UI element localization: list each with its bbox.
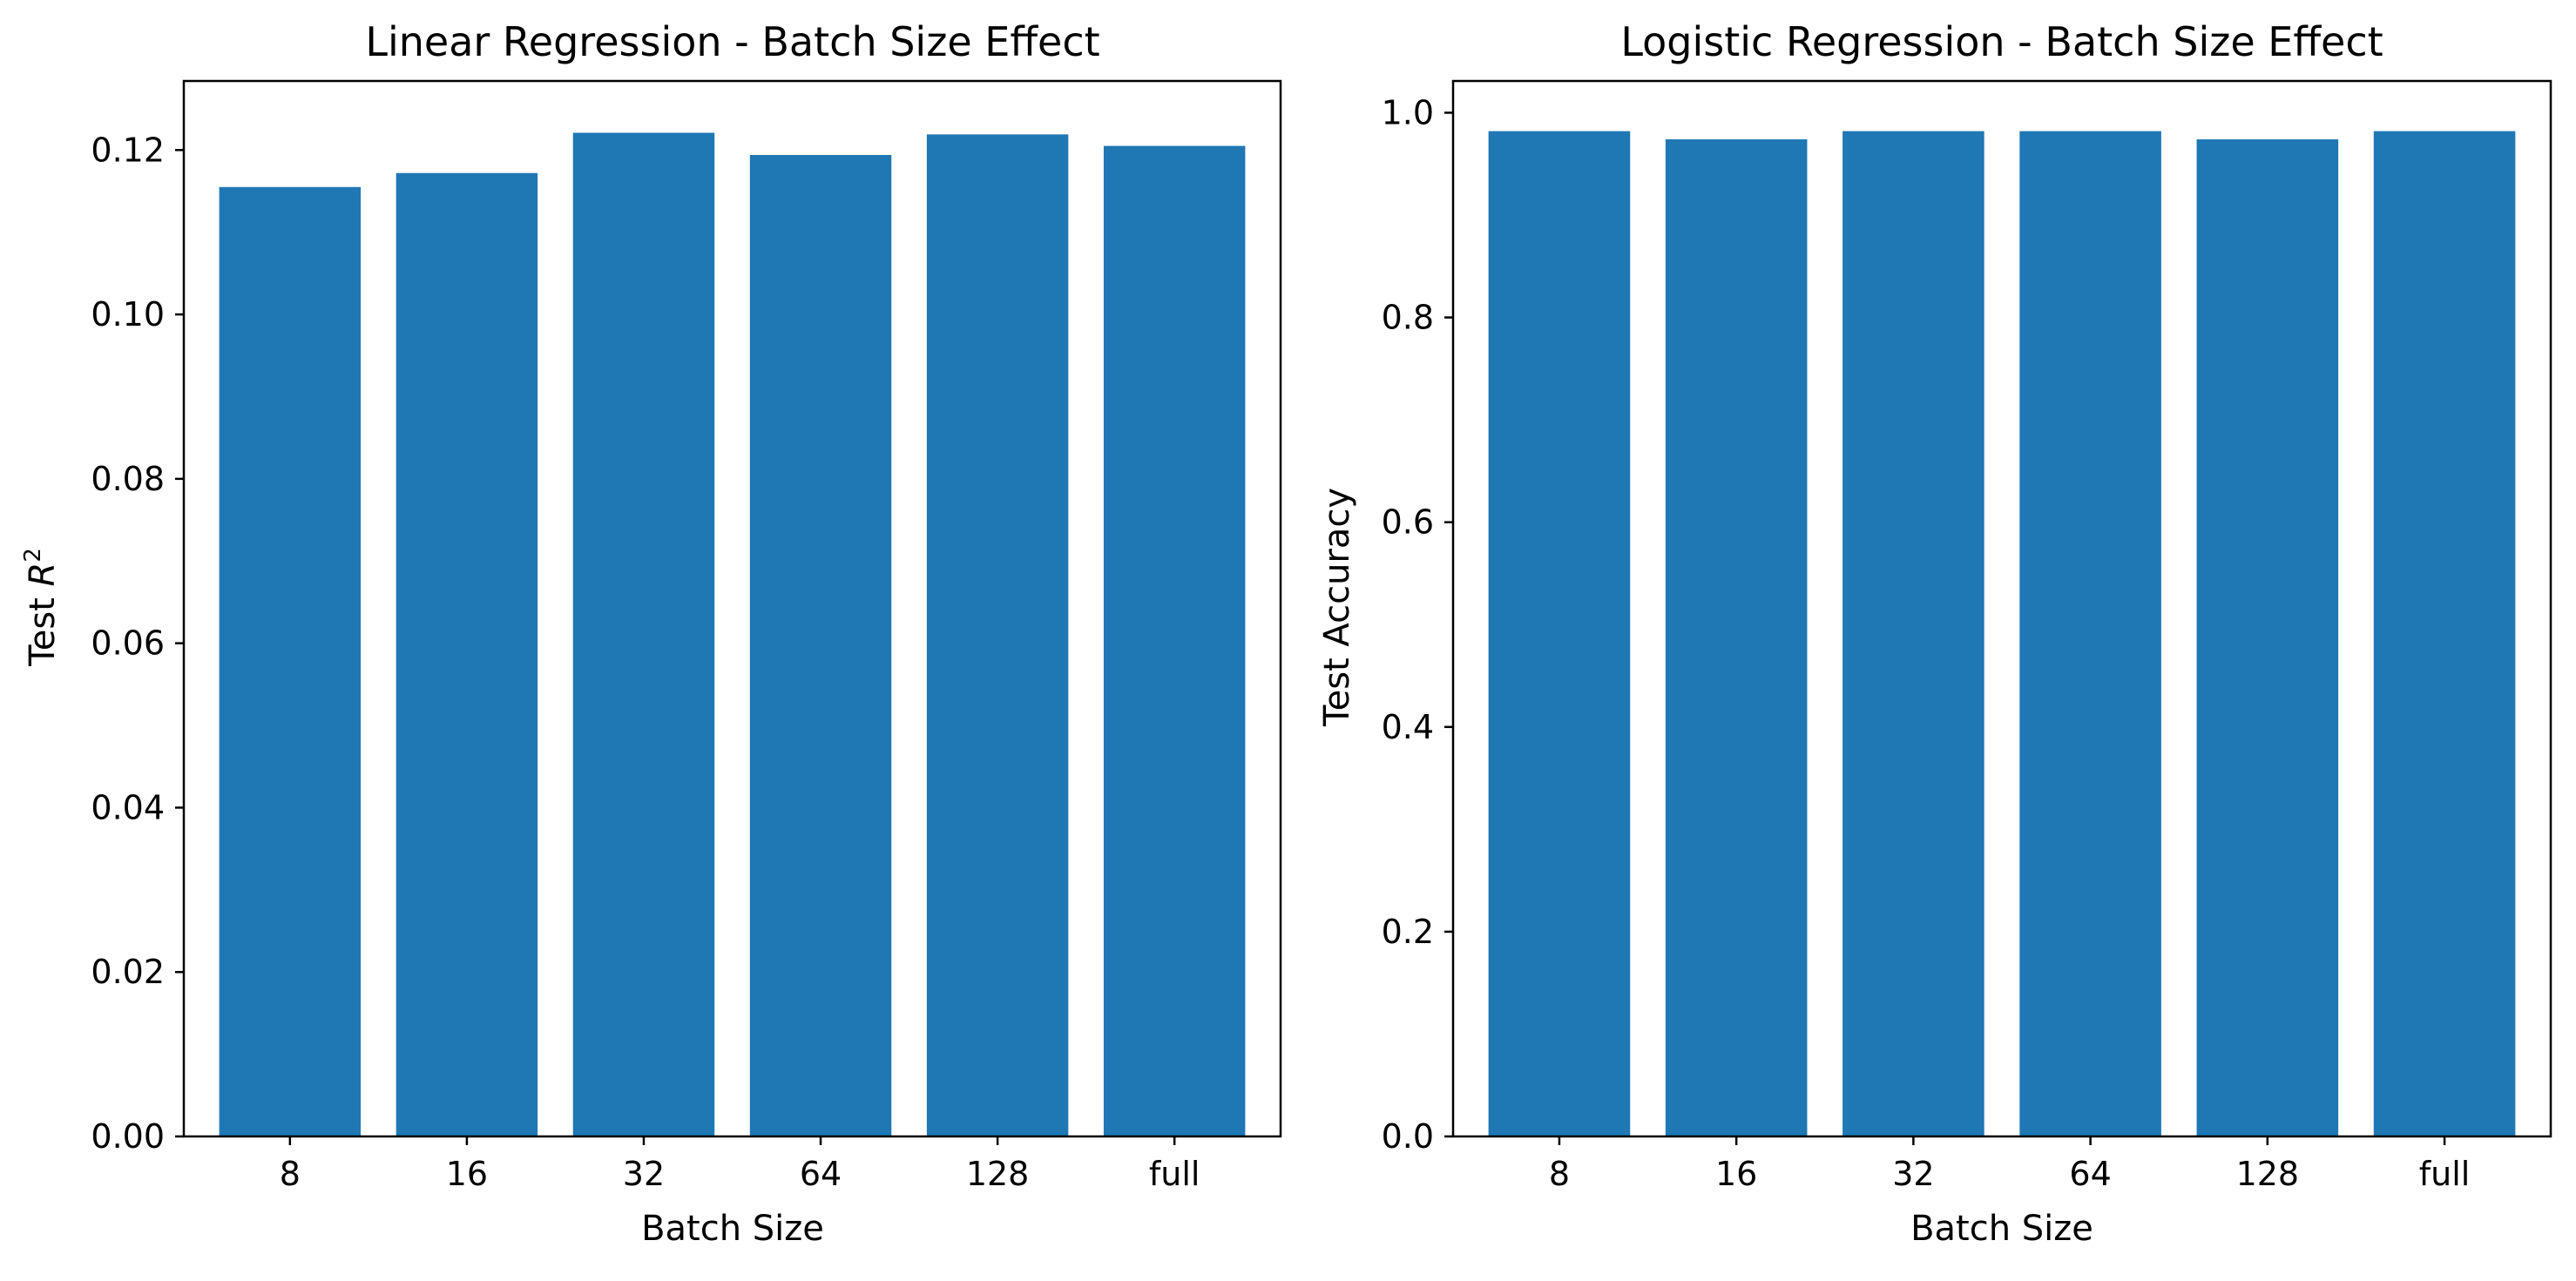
bar-128: [2196, 139, 2339, 1136]
chart-title: Logistic Regression - Batch Size Effect: [1620, 18, 2383, 65]
bar-32: [572, 132, 715, 1136]
y-tick-label: 0.6: [1382, 503, 1434, 542]
x-tick-label: 8: [1549, 1155, 1570, 1193]
y-tick-label: 0.04: [91, 788, 165, 826]
bar-64: [2019, 131, 2161, 1137]
x-tick-label: 16: [1715, 1155, 1757, 1193]
y-tick-label: 0.8: [1382, 299, 1434, 337]
logistic-regression-chart: Logistic Regression - Batch Size Effect …: [1317, 18, 2552, 1249]
x-axis-ticks: 8 16 32 64 128 full: [280, 1136, 1200, 1193]
y-axis-ticks: 0.0 0.2 0.4 0.6 0.8 1.0: [1382, 93, 1453, 1156]
x-tick-label: 128: [966, 1155, 1030, 1193]
y-tick-label: 0.06: [91, 624, 165, 663]
y-axis-label: Test Accuracy: [1317, 488, 1357, 727]
bar-full: [1103, 145, 1246, 1137]
chart-title: Linear Regression - Batch Size Effect: [365, 18, 1099, 65]
bar-group: [1488, 131, 2516, 1137]
y-tick-label: 1.0: [1382, 93, 1434, 131]
y-axis-label-variable: R: [23, 563, 63, 587]
x-tick-label: full: [2419, 1155, 2471, 1193]
x-tick-label: full: [1149, 1155, 1200, 1193]
linear-regression-chart: Linear Regression - Batch Size Effect 8 1…: [20, 18, 1282, 1249]
bar-32: [1842, 131, 1984, 1137]
x-tick-label: 64: [2069, 1155, 2111, 1193]
x-tick-label: 64: [800, 1155, 842, 1193]
x-axis-ticks: 8 16 32 64 128 full: [1549, 1136, 2471, 1193]
bar-128: [926, 134, 1069, 1137]
y-tick-label: 0.10: [91, 295, 165, 334]
bar-16: [1665, 139, 1808, 1136]
x-tick-label: 8: [280, 1155, 301, 1193]
plot-frame: [1451, 79, 2552, 1138]
y-tick-label: 0.02: [91, 953, 165, 991]
bar-8: [1488, 131, 1631, 1137]
bar-group: [219, 132, 1246, 1137]
x-tick-label: 32: [1892, 1155, 1934, 1193]
y-tick-label: 0.08: [91, 460, 165, 498]
y-tick-label: 0.2: [1382, 913, 1434, 951]
y-axis-label-prefix: Test: [23, 586, 63, 666]
y-tick-label: 0.00: [91, 1117, 165, 1156]
bar-8: [219, 186, 362, 1136]
x-axis-label: Batch Size: [1910, 1209, 2093, 1249]
bar-full: [2373, 131, 2516, 1137]
bar-16: [396, 172, 538, 1137]
y-axis-label: Test R2: [20, 548, 63, 667]
x-tick-label: 128: [2236, 1155, 2300, 1193]
x-tick-label: 32: [623, 1155, 665, 1193]
y-tick-label: 0.0: [1382, 1117, 1434, 1156]
x-axis-label: Batch Size: [641, 1209, 824, 1249]
y-axis-label-superscript: 2: [20, 548, 46, 563]
plot-frame: [182, 79, 1282, 1138]
x-tick-label: 16: [446, 1155, 488, 1193]
y-tick-label: 0.12: [91, 131, 165, 169]
y-tick-label: 0.4: [1382, 708, 1434, 746]
bar-64: [749, 154, 892, 1137]
y-axis-ticks: 0.00 0.02 0.04 0.06 0.08 0.10 0.12: [91, 131, 184, 1156]
